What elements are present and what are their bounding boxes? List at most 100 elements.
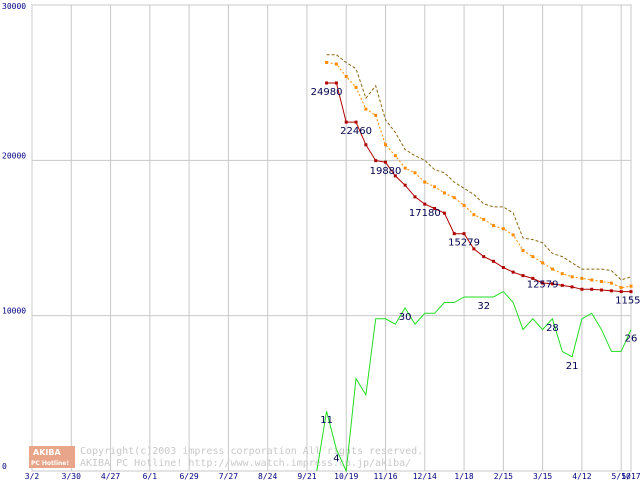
x-tick-label: 1/18: [454, 472, 473, 480]
point-minimum: [541, 281, 545, 285]
point-minimum: [374, 159, 378, 163]
x-tick-label: 6/1: [143, 472, 158, 480]
data-label: 11550: [615, 296, 640, 307]
point-minimum: [462, 232, 466, 236]
point-average: [580, 276, 584, 280]
point-minimum: [442, 211, 446, 215]
point-minimum: [482, 255, 486, 259]
data-label: 11: [320, 415, 333, 426]
point-minimum: [393, 174, 397, 178]
point-minimum: [501, 266, 505, 270]
data-label: 22460: [340, 126, 372, 137]
x-tick-label: 10/19: [334, 472, 358, 480]
point-minimum: [364, 143, 368, 147]
point-minimum: [354, 120, 358, 124]
x-tick-label: 8/24: [258, 472, 277, 480]
data-label: 19880: [370, 166, 402, 177]
data-label: 32: [477, 301, 490, 312]
x-tick-label: 11/16: [373, 472, 397, 480]
point-minimum: [521, 274, 525, 278]
point-average: [384, 143, 388, 147]
point-average: [619, 286, 623, 290]
data-label: 24980: [311, 87, 343, 98]
x-tick-label: 3/2: [25, 472, 40, 480]
point-minimum: [492, 259, 496, 263]
point-minimum: [472, 247, 476, 251]
point-average: [492, 224, 496, 228]
point-average: [334, 62, 338, 66]
series-group: [316, 54, 633, 473]
point-minimum: [403, 183, 407, 187]
point-average: [609, 281, 613, 285]
point-minimum: [413, 195, 417, 199]
data-label: 28: [546, 323, 559, 334]
y-tick-label: 0: [2, 462, 7, 471]
point-average: [521, 248, 525, 252]
point-minimum: [590, 287, 594, 291]
x-tick-label: 6/29: [179, 472, 198, 480]
data-label: 26: [625, 334, 638, 345]
data-label: 17180: [409, 208, 441, 219]
point-minimum: [452, 232, 456, 236]
point-average: [374, 113, 378, 117]
data-label: 12579: [527, 280, 559, 291]
x-tick-label: 9/21: [297, 472, 316, 480]
point-minimum: [550, 282, 554, 286]
x-tick-label: 2/15: [494, 472, 513, 480]
point-average: [482, 217, 486, 221]
x-tick-label: 5/17: [621, 472, 640, 480]
x-tick-label: 4/12: [572, 472, 591, 480]
series-line-shops: [316, 290, 632, 473]
data-label: 15279: [448, 238, 480, 249]
logo-top-text: AKIBA: [33, 448, 61, 457]
x-tick-label: 3/15: [533, 472, 552, 480]
data-label: 30: [399, 312, 412, 323]
grid: [31, 4, 632, 472]
point-minimum: [325, 81, 329, 85]
y-tick-label: 30000: [2, 2, 26, 11]
url-text: AKIBA PC Hotline! http://www.watch.impre…: [80, 458, 411, 469]
point-average: [433, 185, 437, 189]
point-average: [462, 203, 466, 207]
point-average: [452, 196, 456, 200]
point-minimum: [560, 283, 564, 287]
series-line-minimum: [326, 82, 631, 293]
data-label: 21: [566, 361, 579, 372]
x-tick-label: 7/27: [219, 472, 238, 480]
point-minimum: [609, 289, 613, 293]
point-average: [354, 85, 358, 89]
x-tick-label: 4/27: [101, 472, 120, 480]
y-axis: 0 10000 20000 30000: [2, 2, 26, 471]
point-average: [364, 107, 368, 111]
point-average: [531, 255, 535, 259]
point-average: [423, 180, 427, 184]
data-labels: 24980 22460 19880 17180 15279 12579 11550 11 4 30…: [311, 87, 640, 464]
series-line-average: [326, 62, 632, 289]
point-average: [403, 166, 407, 170]
logo-bottom-text: PC Hotline!: [31, 460, 69, 467]
point-average: [344, 74, 348, 78]
plot-frame: [31, 4, 632, 472]
point-minimum: [334, 81, 338, 85]
y-tick-label: 10000: [2, 307, 26, 316]
point-average: [472, 213, 476, 217]
point-minimum: [384, 160, 388, 164]
point-minimum: [629, 290, 633, 294]
point-average: [600, 279, 604, 283]
point-minimum: [570, 285, 574, 289]
point-average: [590, 278, 594, 282]
point-average: [541, 261, 545, 265]
x-tick-label: 12/14: [413, 472, 437, 480]
point-average: [501, 227, 505, 231]
point-average: [511, 233, 515, 237]
x-tick-label: 5/10: [612, 472, 631, 480]
point-average: [550, 267, 554, 271]
point-average: [629, 284, 633, 288]
point-average: [325, 60, 329, 64]
point-minimum: [511, 270, 515, 274]
y-tick-label: 20000: [2, 151, 26, 160]
copyright-text: Copyright(c)2003 impress corporation All…: [80, 446, 423, 457]
series-line-max: [326, 54, 632, 281]
point-minimum: [600, 288, 604, 292]
